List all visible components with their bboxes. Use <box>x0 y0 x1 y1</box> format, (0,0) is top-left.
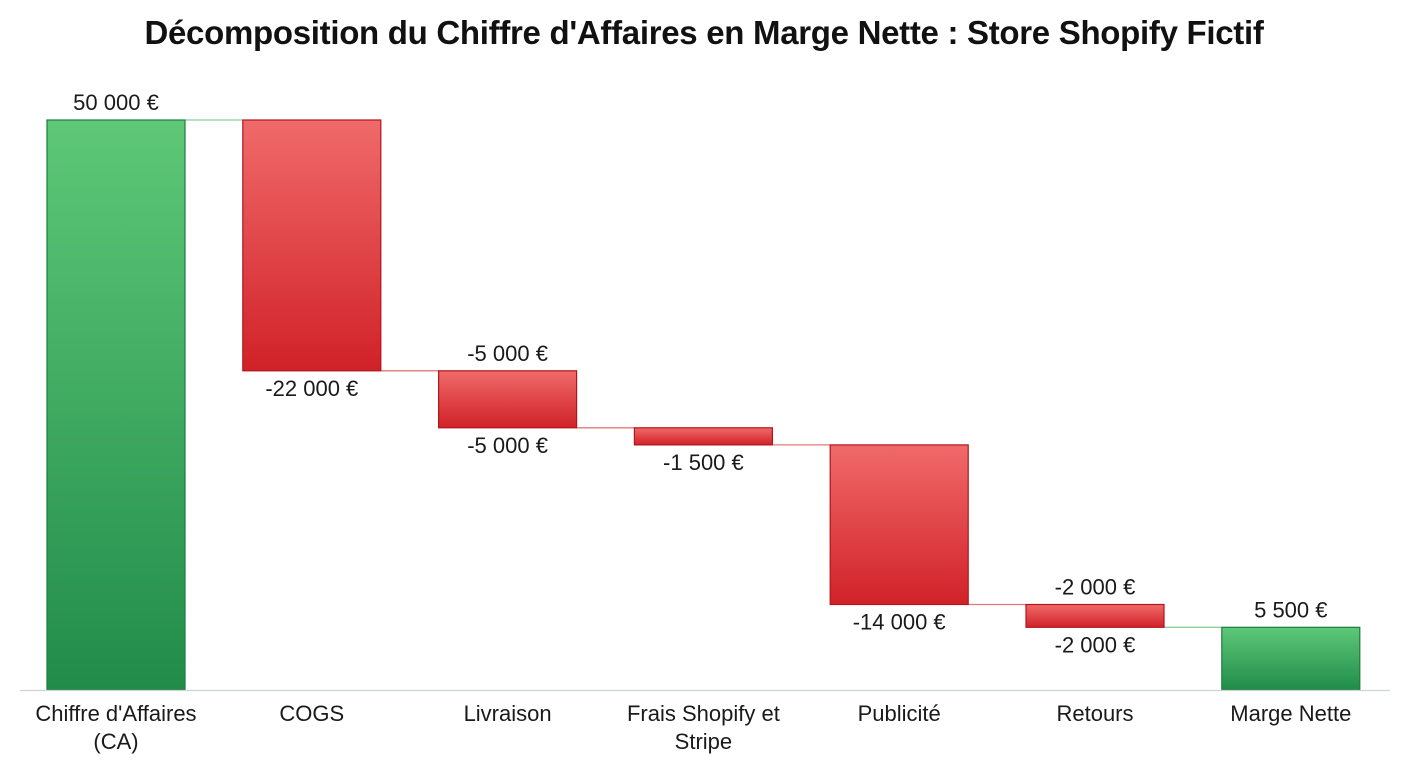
category-labels: Chiffre d'Affaires (CA) COGS Livraison Frais… <box>35 701 1351 754</box>
bar-5 <box>1025 603 1165 628</box>
data-label-6-0: 5 500 € <box>1254 597 1327 622</box>
data-label-2-0: -5 000 € <box>467 341 548 366</box>
bars <box>46 119 1361 691</box>
category-label-2-0: Livraison <box>464 701 552 726</box>
data-label-1-0: -22 000 € <box>265 376 358 401</box>
bar-2 <box>438 370 578 429</box>
bar-4 <box>829 444 969 606</box>
connector-lines <box>185 119 1222 628</box>
category-label-5-0: Retours <box>1056 701 1133 726</box>
category-label-3-0: Frais Shopify et <box>627 701 780 726</box>
data-label-5-1: -2 000 € <box>1055 632 1136 657</box>
category-label-6-0: Marge Nette <box>1230 701 1351 726</box>
data-labels: 50 000 € -22 000 € -5 000 € -5 000 € -1 500 … <box>73 90 1327 657</box>
bar-6 <box>1221 626 1361 691</box>
data-label-5-0: -2 000 € <box>1055 575 1136 600</box>
bar-1 <box>242 119 382 372</box>
data-label-4-0: -14 000 € <box>853 610 946 635</box>
category-label-4-0: Publicité <box>858 701 941 726</box>
category-label-0-0: Chiffre d'Affaires <box>35 701 196 726</box>
category-label-1-0: COGS <box>279 701 344 726</box>
chart-title: Décomposition du Chiffre d'Affaires en M… <box>144 14 1264 51</box>
bar-0 <box>46 119 186 691</box>
data-label-0-0: 50 000 € <box>73 90 159 115</box>
bar-3 <box>633 427 774 446</box>
category-label-0-1: (CA) <box>93 729 138 754</box>
data-label-2-1: -5 000 € <box>467 433 548 458</box>
category-label-3-1: Stripe <box>675 729 732 754</box>
data-label-3-0: -1 500 € <box>663 450 744 475</box>
